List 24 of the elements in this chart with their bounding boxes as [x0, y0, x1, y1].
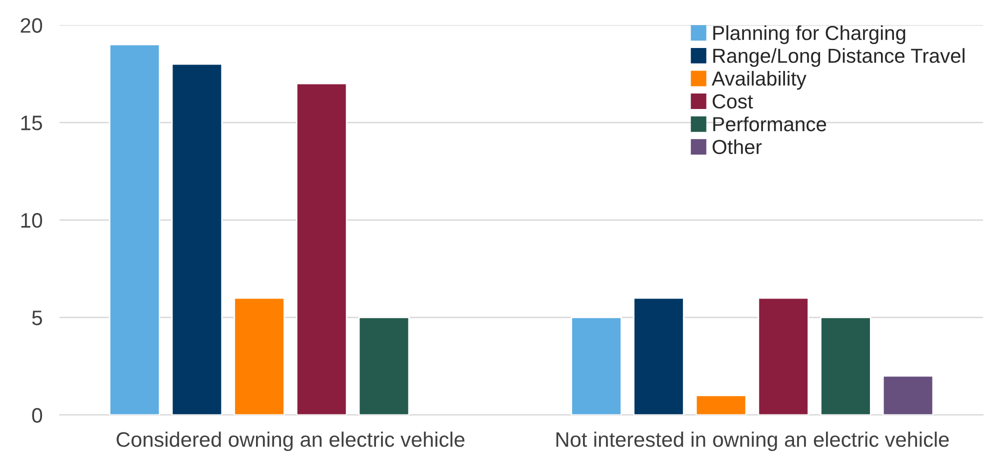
y-tick-label: 20: [20, 18, 42, 33]
bar: [570, 316, 622, 415]
bar: [296, 82, 348, 415]
legend-label: Cost: [712, 94, 753, 109]
y-tick-label: 10: [21, 213, 42, 228]
y-tick-label: 5: [32, 310, 42, 326]
legend-label: Availability: [712, 70, 806, 90]
y-tick-label: 15: [21, 116, 42, 130]
y-tick-label: 0: [32, 408, 42, 423]
bar: [633, 297, 684, 415]
legend-label: Performance: [713, 116, 826, 132]
bar: [358, 316, 410, 415]
x-tick-label: Considered owning an electric vehicle: [116, 432, 464, 452]
legend-label: Range/Long Distance Travel: [713, 48, 964, 67]
bar: [820, 316, 872, 415]
bar: [171, 63, 223, 415]
x-tick-label: Not interested in owning an electric vehicle: [556, 432, 949, 452]
bar: [108, 44, 160, 415]
legend-label: Planning for Charging: [713, 25, 906, 44]
bar: [758, 297, 809, 415]
bar: [234, 297, 285, 415]
bar: [882, 375, 934, 415]
legend-label: Other: [712, 139, 762, 154]
bar: [695, 394, 747, 415]
